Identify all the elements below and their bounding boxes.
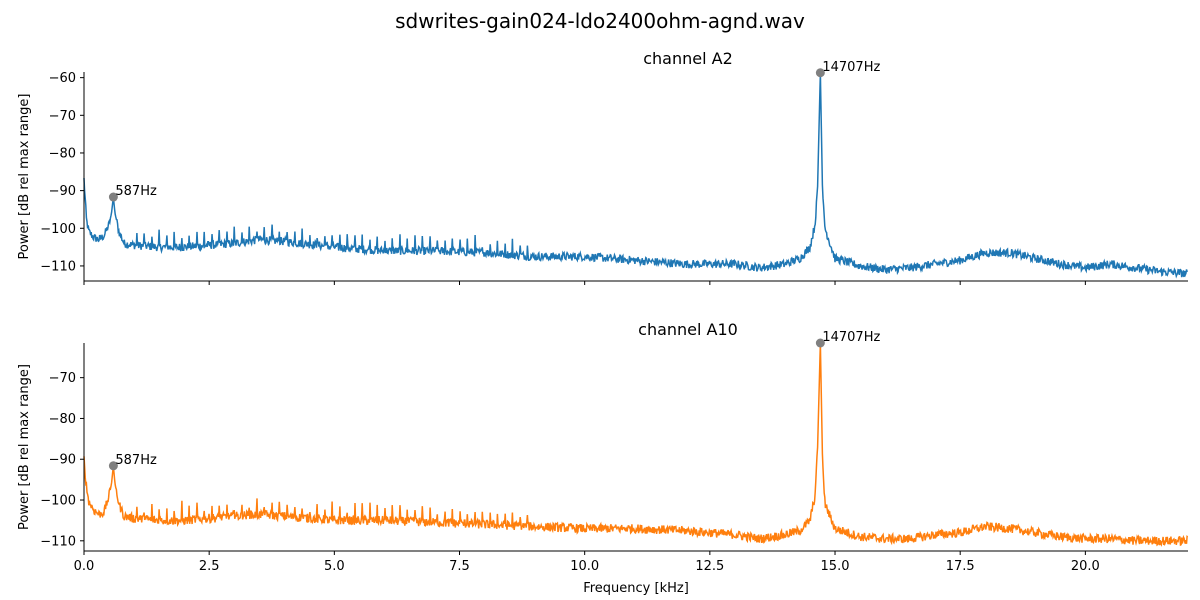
y-tick-label: −70 [49, 371, 76, 386]
x-tick-label: 0.0 [74, 559, 95, 574]
series-line [83, 342, 1189, 547]
y-axis-label: Power [dB rel max range] [17, 364, 32, 530]
y-tick-label: −100 [40, 222, 76, 237]
y-tick-label: −90 [49, 184, 76, 199]
y-tick-label: −110 [40, 259, 76, 274]
peak-label: 587Hz [115, 184, 157, 199]
y-axis-label: Power [dB rel max range] [17, 94, 32, 260]
y-tick-label: −80 [49, 146, 76, 161]
chart-channel-a10: −70 −80 −90 −100 −110 0.0 2.5 5.0 7.5 10.0 12.5 15.… [17, 320, 1189, 596]
peak-label: 14707Hz [822, 60, 880, 75]
subplot-title: channel A10 [638, 320, 738, 339]
peak-label: 14707Hz [822, 330, 880, 345]
y-tick-label: −110 [40, 534, 76, 549]
peak-marker [815, 338, 825, 348]
y-tick-label: −60 [49, 71, 76, 86]
chart-channel-a2: −60 −70 −80 −90 −100 −110 587Hz 14707Hz channel … [17, 49, 1188, 285]
y-tick-label: −70 [49, 109, 76, 124]
x-axis-label: Frequency [kHz] [583, 581, 689, 596]
x-tick-label: 12.5 [695, 559, 724, 574]
x-tick-label: 2.5 [199, 559, 220, 574]
peak-marker [108, 461, 118, 471]
x-tick-label: 20.0 [1071, 559, 1100, 574]
x-tick-label: 7.5 [449, 559, 470, 574]
x-tick-label: 10.0 [570, 559, 599, 574]
y-tick-label: −80 [49, 412, 76, 427]
peak-marker [815, 68, 825, 78]
x-tick-label: 15.0 [821, 559, 850, 574]
x-tick-label: 17.5 [946, 559, 975, 574]
peak-label: 587Hz [115, 453, 157, 468]
plots-area: −60 −70 −80 −90 −100 −110 587Hz 14707Hz channel … [17, 49, 1189, 596]
y-tick-label: −90 [49, 453, 76, 468]
series-line [83, 72, 1188, 279]
peak-marker [108, 192, 118, 202]
figure-title: sdwrites-gain024-ldo2400ohm-agnd.wav [395, 9, 805, 33]
x-tick-label: 5.0 [324, 559, 345, 574]
y-tick-label: −100 [40, 494, 76, 509]
subplot-title: channel A2 [643, 49, 733, 68]
